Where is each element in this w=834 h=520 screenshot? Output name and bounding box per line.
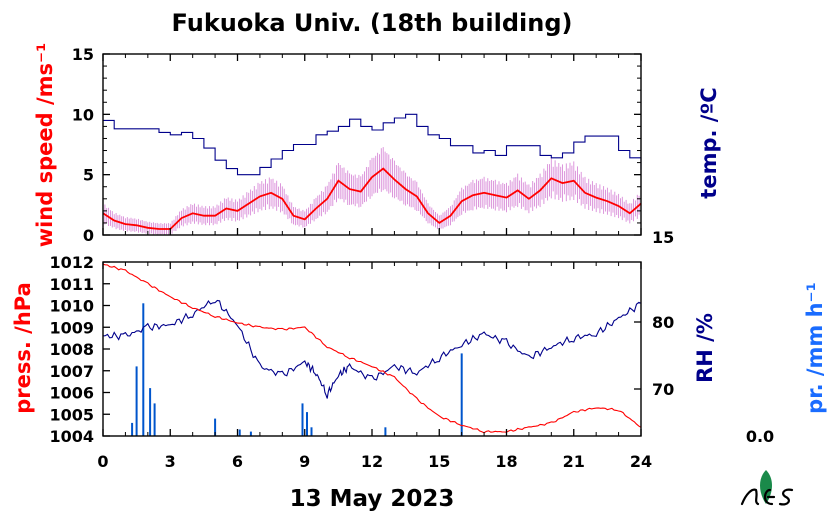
precipitation-bar [135, 366, 138, 436]
top-panel-ticks: 0 5 10 15 [72, 45, 641, 245]
mes-logo [740, 470, 794, 506]
x-axis-ticks: 0 3 6 9 12 15 18 21 24 [97, 54, 652, 471]
pressure-line [102, 263, 642, 434]
y-tick-label: 0 [83, 226, 94, 245]
x-tick-label: 3 [165, 452, 176, 471]
precipitation-bar [306, 412, 308, 436]
temperature-line [103, 113, 642, 176]
x-tick-label: 21 [563, 452, 585, 471]
precipitation-bars [131, 303, 463, 436]
y-tick-label: 10 [72, 105, 94, 124]
y-tick-label: 1012 [49, 253, 94, 272]
precipitation-bar [310, 427, 313, 436]
logo-leaf-icon [760, 470, 772, 504]
y-tick-label: 1011 [49, 275, 94, 294]
x-tick-label: 0 [97, 452, 108, 471]
chart-title: Fukuoka Univ. (18th building) [172, 9, 573, 37]
relative-humidity-line [102, 299, 642, 399]
y-tick-label: 1005 [49, 405, 94, 424]
rh-tick-label: 80 [652, 313, 674, 332]
precipitation-axis-label: pr. /mm h⁻¹ [803, 282, 827, 414]
x-tick-label: 24 [630, 452, 652, 471]
temperature-tick-label: 15 [652, 228, 674, 247]
pressure-axis-label: press. /hPa [11, 282, 35, 414]
precipitation-bar [301, 403, 304, 436]
y-tick-label: 1010 [49, 297, 94, 316]
bottom-panel-ticks: 1004 1005 1006 1007 1008 1009 1010 1011 1012 70 80 [49, 253, 674, 446]
x-tick-label: 15 [428, 452, 450, 471]
y-tick-label: 1009 [49, 318, 94, 337]
precipitation-bar [131, 422, 134, 436]
wind-speed-line [102, 167, 642, 230]
y-tick-label: 15 [72, 45, 94, 64]
logo-letters-icon [740, 488, 794, 506]
top-panel-frame [102, 53, 642, 236]
temperature-axis-label: temp. /ºC [697, 87, 721, 198]
precipitation-bar [214, 418, 217, 436]
precipitation-bar [142, 303, 145, 436]
precipitation-bar [249, 431, 252, 436]
bottom-panel: 1004 1005 1006 1007 1008 1009 1010 1011 1012 70 80… [11, 253, 827, 446]
precipitation-bar [149, 388, 152, 436]
y-tick-label: 1007 [49, 362, 94, 381]
x-tick-label: 9 [299, 452, 310, 471]
y-tick-label: 1006 [49, 384, 94, 403]
y-tick-label: 1004 [49, 427, 94, 446]
x-tick-label: 12 [361, 452, 383, 471]
precipitation-bar [460, 353, 463, 436]
precipitation-bar [153, 403, 156, 436]
precipitation-bar [238, 429, 241, 436]
wind-raw-series [102, 147, 640, 235]
rh-tick-label: 70 [652, 380, 674, 399]
x-tick-label: 18 [495, 452, 517, 471]
precipitation-bar [384, 427, 387, 436]
top-panel: 0 5 10 15 wind speed /ms⁻¹ temp. /ºC 15 [33, 43, 721, 248]
x-axis-label: 13 May 2023 [290, 486, 455, 512]
y-tick-label: 1008 [49, 340, 94, 359]
wind-speed-axis-label: wind speed /ms⁻¹ [33, 43, 57, 248]
x-tick-label: 6 [232, 452, 243, 471]
precipitation-tick-label: 0.0 [746, 427, 774, 446]
rh-axis-label: RH /% [693, 313, 717, 383]
y-tick-label: 5 [83, 166, 94, 185]
bottom-panel-frame [102, 261, 642, 437]
